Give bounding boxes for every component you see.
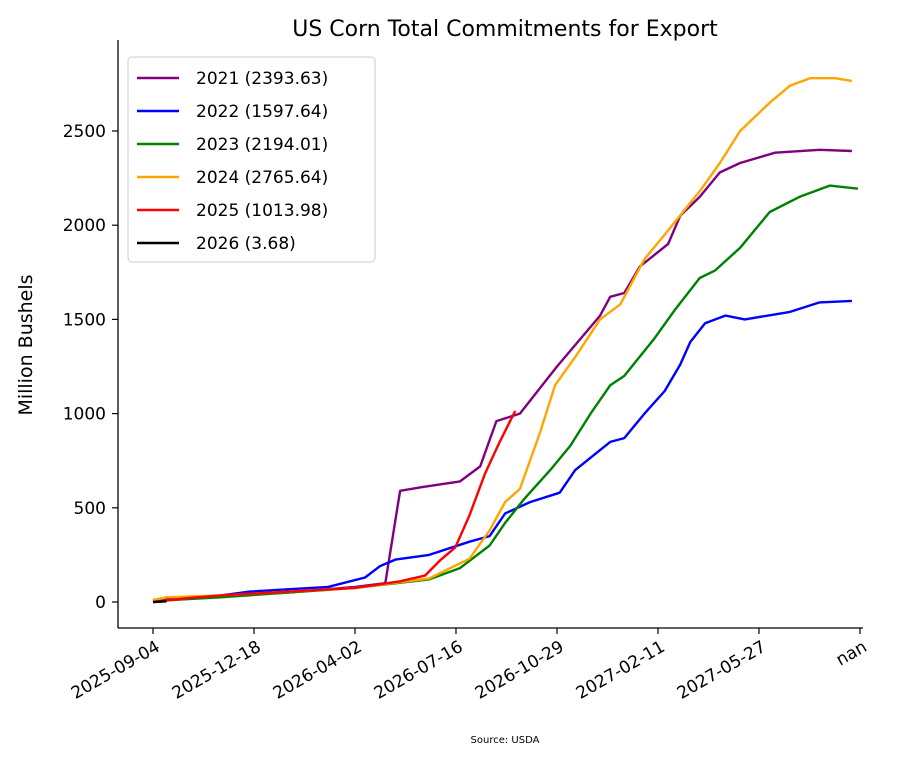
y-axis-label: Million Bushels (15, 274, 37, 415)
x-tick-label: 2026-10-29 (472, 637, 568, 704)
y-tick-label: 2500 (63, 122, 106, 142)
legend-label: 2022 (1597.64) (196, 102, 328, 122)
legend-label: 2023 (2194.01) (196, 135, 328, 155)
series-line-2024 (152, 76, 853, 602)
series-line-2023 (152, 184, 859, 603)
y-tick-label: 0 (95, 593, 106, 613)
x-tick-label: nan (833, 637, 871, 670)
source-note: Source: USDA (471, 735, 540, 746)
legend-box (127, 56, 376, 263)
legend-label: 2024 (2765.64) (196, 168, 328, 188)
x-tick-label: 2026-04-02 (270, 637, 366, 704)
legend-label: 2021 (2393.63) (196, 69, 328, 89)
series-line-2022 (152, 299, 852, 602)
x-tick-label: 2025-12-18 (169, 637, 265, 704)
x-tick-label: 2027-02-11 (573, 637, 669, 704)
legend: 2021 (2393.63) 2022 (1597.64) 2023 (2194.0… (127, 56, 376, 263)
y-tick-label: 1500 (63, 310, 106, 330)
y-tick-label: 1000 (63, 405, 106, 425)
chart-title: US Corn Total Commitments for Export (292, 17, 718, 42)
y-tick-label: 500 (74, 499, 106, 519)
x-tick-label: 2026-07-16 (371, 637, 467, 704)
series-line-2025 (152, 410, 517, 604)
y-tick-label: 2000 (63, 216, 106, 236)
legend-label: 2025 (1013.98) (196, 201, 328, 221)
legend-label: 2026 (3.68) (196, 234, 296, 254)
series-line-2026 (152, 600, 167, 604)
x-tick-label: 2025-09-04 (68, 637, 164, 704)
x-tick-label: 2027-05-27 (674, 637, 770, 704)
